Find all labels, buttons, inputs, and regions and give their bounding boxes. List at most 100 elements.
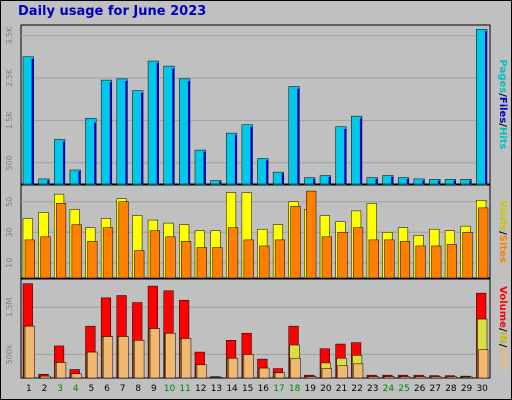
bar-files — [297, 88, 300, 184]
side-label-part: Sites — [497, 235, 508, 263]
bar-sites — [71, 224, 82, 279]
x-tick-label: 21 — [336, 384, 347, 394]
bar-sites — [40, 236, 51, 279]
x-tick-label: 26 — [414, 384, 426, 394]
y-tick-label: 2.5K — [5, 68, 14, 87]
bar-pages — [85, 183, 97, 185]
bar-volume — [446, 376, 457, 379]
bar-files — [31, 58, 34, 184]
bar-pages — [241, 183, 253, 185]
bar-files — [281, 173, 284, 184]
bar-pages — [23, 183, 34, 185]
y-tick-label: 30 — [5, 227, 14, 237]
x-tick-label: 17 — [273, 384, 284, 394]
bar-volume — [337, 365, 348, 379]
bar-volume — [212, 377, 223, 379]
bar-sites — [321, 236, 332, 279]
bar-sites — [102, 227, 114, 279]
bar-volume — [71, 373, 82, 379]
bar-volume — [40, 375, 51, 379]
bar-pages — [320, 183, 331, 185]
x-tick-label: 23 — [367, 384, 378, 394]
bar-volume — [321, 368, 332, 379]
bar-files — [313, 178, 316, 184]
bar-pages — [398, 183, 409, 185]
bar-volume — [102, 336, 114, 379]
y-tick-label: 50 — [5, 197, 14, 207]
x-tick-label: 18 — [289, 384, 301, 394]
bar-volume — [87, 351, 98, 379]
side-label-part: / — [497, 93, 508, 97]
x-tick-label: 4 — [73, 384, 79, 394]
x-tick-label: 25 — [398, 384, 409, 394]
bar-files — [406, 178, 409, 184]
bar-files — [344, 128, 347, 184]
bar-files — [328, 176, 331, 184]
side-label-part: OUT — [497, 347, 508, 371]
bar-pages — [445, 183, 456, 185]
x-tick-label: 3 — [57, 384, 63, 394]
bar-files — [109, 82, 112, 184]
bar-pages — [54, 183, 65, 185]
bar-volume — [274, 372, 286, 379]
x-tick-label: 27 — [430, 384, 441, 394]
bar-pages — [288, 183, 300, 185]
x-tick-label: 10 — [164, 384, 176, 394]
bar-pages — [476, 183, 487, 185]
x-tick-label: 6 — [104, 384, 110, 394]
x-tick-label: 5 — [88, 384, 94, 394]
bar-files — [172, 68, 175, 184]
x-tick-label: 30 — [476, 384, 488, 394]
x-tick-label: 14 — [226, 384, 238, 394]
bar-files — [266, 160, 269, 184]
y-tick-label: 500 — [5, 155, 14, 170]
bar-files — [422, 180, 425, 184]
bar-files — [453, 180, 456, 184]
bar-volume — [384, 376, 395, 379]
panel-hits — [20, 24, 491, 185]
bar-volume — [149, 328, 160, 379]
x-tick-label: 16 — [258, 384, 270, 394]
x-tick-label: 20 — [320, 384, 332, 394]
bar-pages — [257, 183, 269, 185]
side-label-part: Files — [497, 97, 508, 123]
side-label-part: / — [497, 344, 508, 348]
y-tick-label: 1.5M — [5, 297, 14, 317]
bar-sites — [181, 241, 192, 279]
bar-sites — [290, 206, 301, 279]
bar-sites — [353, 227, 364, 279]
bar-sites — [118, 201, 129, 279]
bar-sites — [56, 203, 67, 279]
bar-pages — [429, 183, 441, 185]
bar-volume — [306, 376, 317, 379]
bar-files — [234, 135, 237, 184]
bar-volume — [134, 340, 145, 379]
bar-files — [219, 181, 222, 184]
bar-files — [250, 126, 253, 184]
bar-volume — [353, 363, 364, 379]
bar-pages — [38, 183, 50, 185]
x-tick-label: 8 — [135, 384, 141, 394]
bar-pages — [273, 183, 284, 185]
bar-pages — [382, 183, 394, 185]
y-tick-label: 10 — [5, 258, 14, 268]
bar-sites — [149, 230, 160, 279]
bar-sites — [212, 247, 223, 279]
bar-pages — [351, 183, 362, 185]
bar-files — [187, 81, 190, 184]
bar-pages — [148, 183, 159, 185]
bar-pages — [163, 183, 175, 185]
bar-files — [94, 122, 97, 184]
panel-side-label: Visits/Sites — [497, 200, 508, 263]
bar-sites — [384, 239, 395, 279]
bar-volume — [56, 362, 67, 379]
bar-files — [203, 151, 206, 184]
x-tick-label: 24 — [383, 384, 395, 394]
bar-pages — [460, 183, 472, 185]
bar-volume — [415, 376, 426, 379]
bar-sites — [462, 232, 473, 279]
side-label-part: / — [497, 231, 508, 235]
x-tick-label: 19 — [304, 384, 316, 394]
panel-volume — [20, 278, 491, 379]
